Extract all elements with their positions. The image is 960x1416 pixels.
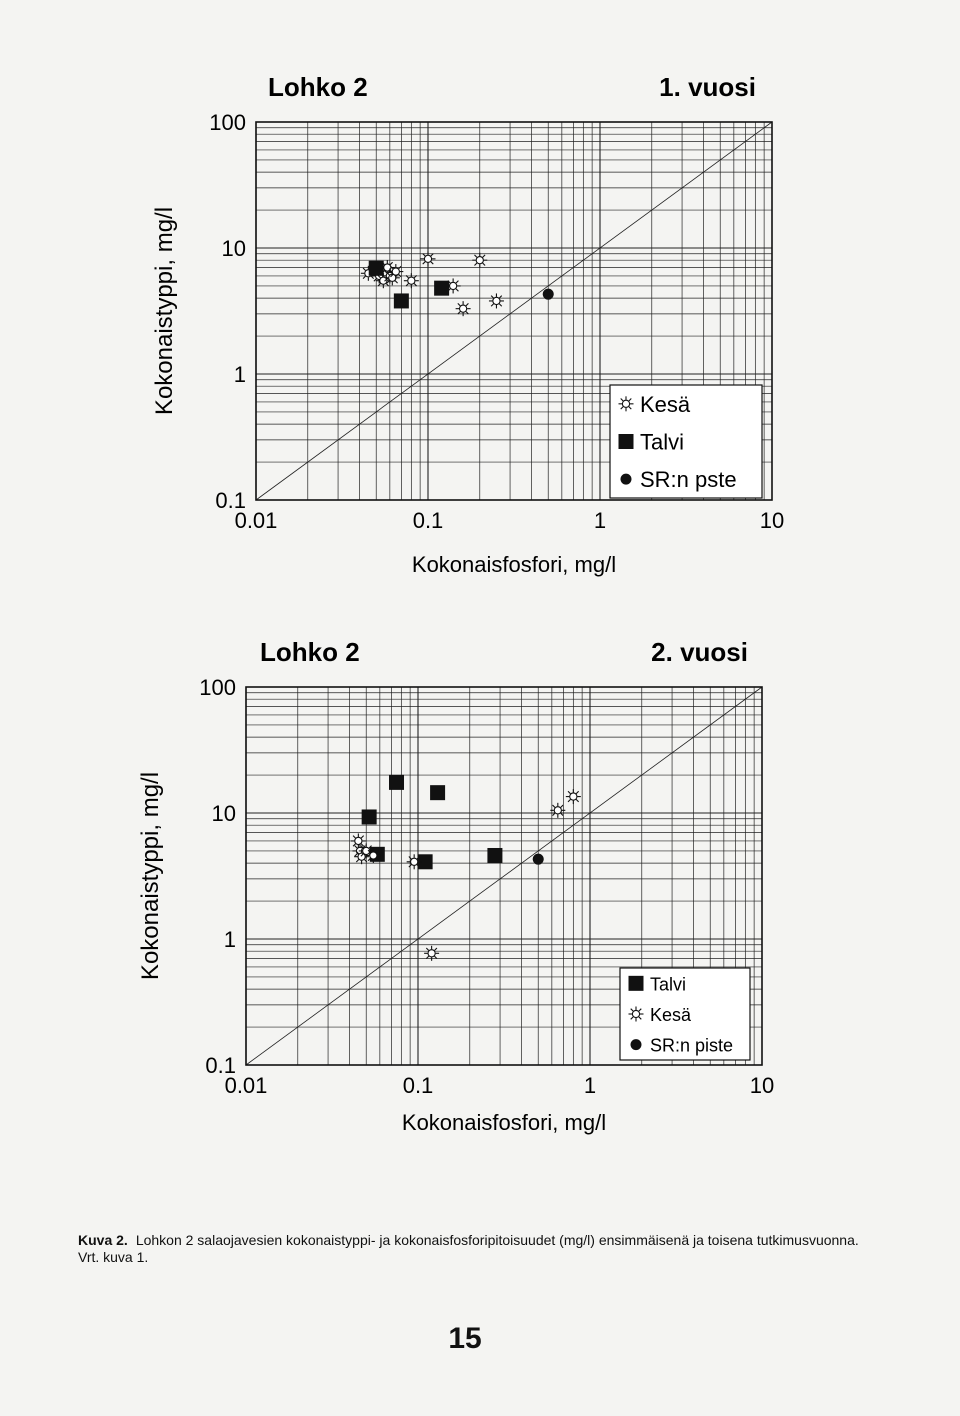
point-square	[361, 809, 377, 825]
legend: Kesä Talvi SR:n pste	[609, 384, 763, 499]
legend-label: Talvi	[650, 974, 686, 994]
legend-label: Kesä	[640, 392, 691, 417]
point-sun	[403, 273, 419, 289]
legend-marker-square	[618, 434, 634, 449]
legend-label: Talvi	[640, 430, 684, 455]
reference-diagonal	[255, 121, 773, 501]
y-tick-label: 1	[224, 927, 236, 952]
y-tick-label: 0.1	[205, 1053, 236, 1078]
chart-subtitle: 2. vuosi	[651, 637, 748, 667]
point-sun	[388, 264, 404, 280]
point-sun	[354, 849, 370, 865]
caption-label: Kuva 2.	[78, 1232, 128, 1248]
point-sun	[384, 270, 400, 286]
point-sun	[455, 301, 471, 317]
data-points	[360, 251, 554, 317]
chart-title: Lohko 2	[260, 637, 360, 667]
reference-diagonal	[245, 686, 763, 1066]
x-tick-label: 0.01	[225, 1073, 268, 1098]
legend-marker-sun	[618, 396, 634, 412]
y-axis-label: Kokonaistyppi, mg/l	[151, 207, 178, 415]
y-tick-label: 10	[222, 236, 246, 261]
point-square	[430, 785, 446, 801]
point-circle	[542, 288, 554, 300]
y-tick-label: 10	[212, 801, 236, 826]
point-sun	[420, 251, 436, 267]
x-tick-label: 1	[584, 1073, 596, 1098]
caption-text: Lohkon 2 salaojavesien kokonaistyppi- ja…	[78, 1232, 859, 1265]
legend-box	[609, 384, 763, 499]
point-sun	[350, 833, 366, 849]
y-tick-label: 1	[234, 362, 246, 387]
legend-label: Kesä	[650, 1005, 692, 1025]
point-sun	[550, 802, 566, 818]
x-axis-label: Kokonaisfosfori, mg/l	[402, 1110, 606, 1135]
point-sun	[488, 293, 504, 309]
x-tick-label: 10	[750, 1073, 774, 1098]
page-number: 15	[448, 1322, 482, 1355]
x-tick-label: 10	[760, 508, 784, 533]
legend-marker-circle	[620, 473, 632, 485]
plot-frame	[245, 686, 763, 1066]
chart-title: Lohko 2	[268, 72, 368, 102]
y-tick-label: 100	[209, 110, 246, 135]
x-tick-label: 0.1	[413, 508, 444, 533]
x-tick-label: 0.1	[403, 1073, 434, 1098]
point-square	[434, 280, 450, 296]
legend: Talvi Kesä SR:n piste	[619, 967, 751, 1061]
point-sun	[406, 854, 422, 870]
point-square	[417, 854, 433, 870]
x-tick-label: 1	[594, 508, 606, 533]
y-tick-label: 0.1	[215, 488, 246, 513]
y-tick-label: 100	[199, 675, 236, 700]
point-sun	[472, 252, 488, 268]
figure-caption: Kuva 2. Lohkon 2 salaojavesien kokonaisty…	[78, 1232, 868, 1266]
point-square	[393, 293, 409, 309]
point-square	[389, 774, 405, 790]
point-sun	[365, 847, 381, 863]
legend-label: SR:n piste	[650, 1036, 733, 1056]
point-square	[487, 847, 503, 863]
legend-label: SR:n pste	[640, 467, 737, 492]
y-axis-label: Kokonaistyppi, mg/l	[137, 772, 164, 980]
chart-subtitle: 1. vuosi	[659, 72, 756, 102]
legend-marker-circle	[630, 1039, 642, 1051]
point-sun	[424, 945, 440, 961]
x-axis-label: Kokonaisfosfori, mg/l	[412, 552, 616, 577]
plot-frame	[255, 121, 773, 501]
legend-marker-square	[628, 975, 644, 991]
x-tick-label: 0.01	[235, 508, 278, 533]
legend-marker-sun	[628, 1006, 644, 1022]
data-points	[350, 774, 581, 961]
point-sun	[565, 789, 581, 805]
point-circle	[532, 853, 544, 865]
point-square	[368, 260, 384, 276]
